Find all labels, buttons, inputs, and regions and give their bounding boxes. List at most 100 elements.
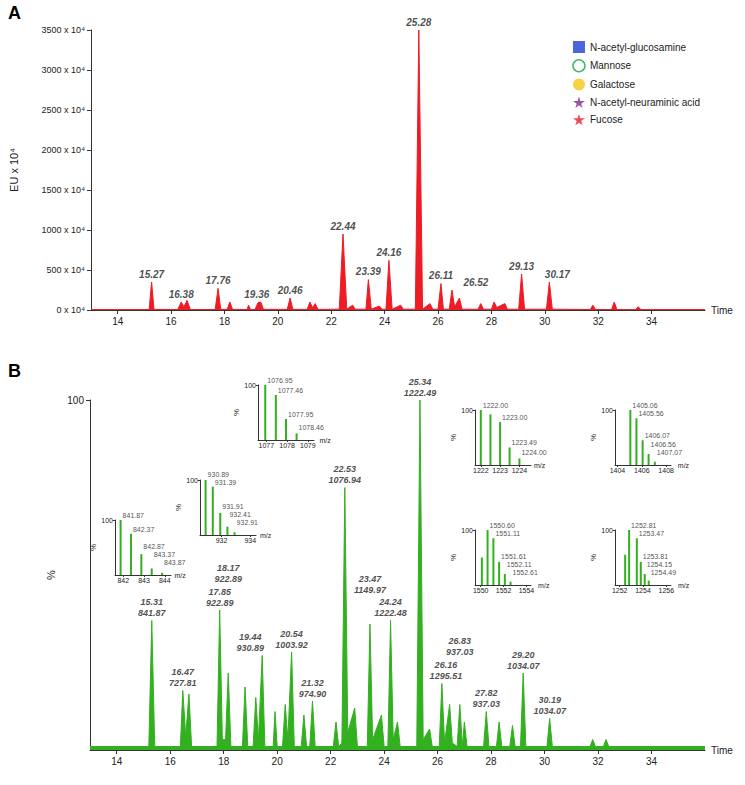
svg-text:20: 20 (272, 316, 284, 327)
svg-text:17.85: 17.85 (208, 587, 232, 597)
svg-text:0 x 10⁴: 0 x 10⁴ (57, 305, 86, 315)
svg-text:100: 100 (461, 407, 473, 414)
svg-text:1003.92: 1003.92 (275, 640, 308, 650)
svg-text:26: 26 (432, 316, 444, 327)
svg-text:100: 100 (461, 527, 473, 534)
svg-text:B: B (8, 361, 21, 381)
svg-text:Fucose: Fucose (590, 114, 623, 125)
svg-text:100: 100 (101, 517, 113, 524)
svg-text:25.34: 25.34 (408, 377, 432, 387)
svg-text:937.03: 937.03 (473, 699, 501, 709)
svg-text:1552.11: 1552.11 (507, 561, 532, 568)
svg-text:Time: Time (711, 305, 733, 316)
svg-text:34: 34 (646, 756, 658, 767)
svg-text:%: % (232, 409, 241, 416)
svg-text:100: 100 (601, 527, 613, 534)
svg-text:16.38: 16.38 (169, 289, 194, 300)
svg-text:20: 20 (272, 756, 284, 767)
svg-text:m/z: m/z (534, 462, 546, 469)
svg-text:29.13: 29.13 (508, 261, 534, 272)
svg-text:932: 932 (216, 537, 228, 544)
svg-text:26.52: 26.52 (462, 277, 488, 288)
svg-text:931.39: 931.39 (215, 479, 237, 486)
svg-text:28: 28 (486, 756, 498, 767)
svg-text:15.31: 15.31 (141, 597, 164, 607)
svg-text:974.90: 974.90 (299, 689, 327, 699)
svg-text:1405.06: 1405.06 (632, 402, 657, 409)
svg-text:1254.15: 1254.15 (647, 561, 672, 568)
svg-text:1077.46: 1077.46 (278, 387, 303, 394)
svg-text:30.19: 30.19 (538, 695, 561, 705)
svg-text:1253.47: 1253.47 (639, 530, 664, 537)
svg-text:1256: 1256 (659, 587, 675, 594)
svg-text:23.47: 23.47 (358, 574, 383, 584)
svg-text:Mannose: Mannose (590, 60, 632, 71)
svg-text:1076.95: 1076.95 (267, 377, 292, 384)
svg-text:842.87: 842.87 (143, 543, 165, 550)
svg-text:100: 100 (601, 407, 613, 414)
svg-text:Time: Time (711, 745, 733, 756)
svg-text:14: 14 (111, 756, 123, 767)
svg-text:1076.94: 1076.94 (329, 475, 362, 485)
svg-text:100: 100 (67, 395, 84, 406)
svg-text:922.89: 922.89 (214, 574, 242, 584)
svg-text:100: 100 (244, 382, 256, 389)
svg-text:841.87: 841.87 (123, 512, 145, 519)
svg-text:842: 842 (117, 577, 129, 584)
svg-text:1551.61: 1551.61 (501, 553, 526, 560)
svg-text:m/z: m/z (175, 572, 187, 579)
svg-text:18.17: 18.17 (217, 563, 241, 573)
svg-text:24: 24 (379, 316, 391, 327)
svg-text:EU x 10⁴: EU x 10⁴ (8, 148, 20, 192)
svg-text:N-acetyl-glucosamine: N-acetyl-glucosamine (590, 42, 687, 53)
svg-text:18: 18 (218, 756, 230, 767)
svg-text:1406.56: 1406.56 (651, 441, 676, 448)
svg-text:m/z: m/z (319, 437, 331, 444)
svg-text:16: 16 (166, 316, 178, 327)
svg-text:931.91: 931.91 (222, 503, 244, 510)
svg-text:843: 843 (138, 577, 150, 584)
svg-text:26: 26 (432, 756, 444, 767)
svg-text:843.37: 843.37 (154, 551, 176, 558)
svg-text:1222.00: 1222.00 (483, 402, 508, 409)
svg-text:934: 934 (244, 537, 256, 544)
svg-text:16.47: 16.47 (172, 667, 196, 677)
svg-text:1407.07: 1407.07 (657, 449, 682, 456)
svg-text:922.89: 922.89 (206, 598, 234, 608)
svg-text:1406: 1406 (634, 467, 650, 474)
svg-text:1252.81: 1252.81 (631, 522, 656, 529)
svg-text:841.87: 841.87 (138, 608, 167, 618)
svg-text:1552.61: 1552.61 (513, 569, 538, 576)
svg-text:1252: 1252 (612, 587, 628, 594)
svg-text:1550.60: 1550.60 (490, 522, 515, 529)
svg-text:1405.56: 1405.56 (638, 410, 663, 417)
svg-text:34: 34 (646, 316, 658, 327)
svg-text:1222.48: 1222.48 (374, 608, 407, 618)
svg-text:N-acetyl-neuraminic acid: N-acetyl-neuraminic acid (590, 97, 700, 108)
svg-text:932.41: 932.41 (229, 511, 251, 518)
svg-text:1078: 1078 (279, 442, 295, 449)
svg-text:1222.49: 1222.49 (404, 388, 437, 398)
svg-text:26.16: 26.16 (434, 660, 459, 670)
svg-text:16: 16 (165, 756, 177, 767)
svg-text:1253.81: 1253.81 (643, 553, 668, 560)
svg-text:28: 28 (486, 316, 498, 327)
svg-text:17.76: 17.76 (206, 275, 231, 286)
svg-text:1034.07: 1034.07 (533, 706, 567, 716)
svg-text:1406.07: 1406.07 (645, 432, 670, 439)
svg-text:24: 24 (379, 756, 391, 767)
svg-text:22: 22 (325, 756, 337, 767)
svg-text:1550: 1550 (473, 587, 489, 594)
svg-text:25.28: 25.28 (405, 17, 431, 28)
svg-text:30.17: 30.17 (545, 269, 570, 280)
svg-text:%: % (449, 434, 458, 441)
svg-text:1551.11: 1551.11 (495, 530, 520, 537)
svg-text:22.53: 22.53 (333, 464, 357, 474)
svg-text:27.82: 27.82 (474, 688, 498, 698)
svg-text:32: 32 (592, 756, 604, 767)
svg-text:24.24: 24.24 (378, 597, 402, 607)
svg-text:3500 x 10⁴: 3500 x 10⁴ (42, 25, 86, 35)
svg-text:2000 x 10⁴: 2000 x 10⁴ (42, 145, 86, 155)
svg-text:%: % (449, 554, 458, 561)
svg-text:19.44: 19.44 (239, 632, 262, 642)
